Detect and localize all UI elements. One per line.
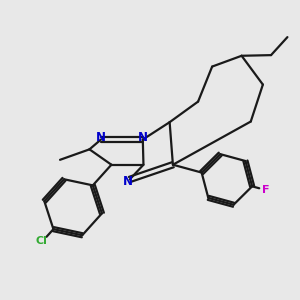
Text: N: N <box>138 131 148 144</box>
Text: N: N <box>123 175 133 188</box>
Text: N: N <box>96 131 106 144</box>
Text: Cl: Cl <box>35 236 47 246</box>
Text: F: F <box>262 185 269 195</box>
